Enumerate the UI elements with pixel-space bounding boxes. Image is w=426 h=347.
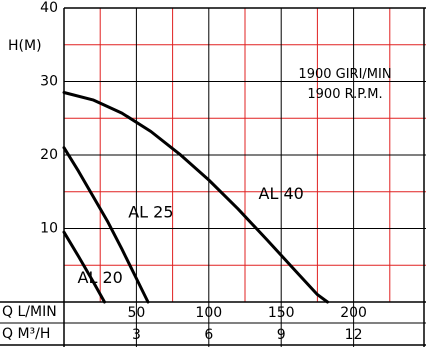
- speed-annotation-en: 1900 R.P.M.: [307, 87, 382, 102]
- curve-al-25: [62, 146, 150, 304]
- curve-al-20: [62, 230, 106, 304]
- y-tick-label: 30: [40, 74, 58, 90]
- x-tick-label: 150: [268, 305, 295, 321]
- x-tick-label: 50: [127, 305, 145, 321]
- curve-al-40: [62, 91, 329, 304]
- performance-curves: [62, 91, 329, 304]
- x2-tick-label: 3: [132, 327, 141, 343]
- x2-tick-label: 6: [204, 327, 213, 343]
- x2-tick-label: 12: [345, 327, 363, 343]
- x-tick-label: 200: [340, 305, 367, 321]
- x-axis-label-secondary: Q M³/H: [2, 326, 50, 342]
- curve-label-al-20: AL 20: [78, 268, 123, 287]
- x-axis-label-primary: Q L/MIN: [2, 304, 57, 320]
- y-tick-label: 20: [40, 147, 58, 163]
- curve-label-al-25: AL 25: [128, 202, 173, 221]
- chart-labels: 10 20 30 40 50 100 150 200 3 6 9 12 AL 40 AL 25 AL 20: [40, 0, 367, 343]
- y-axis-label: H(M): [8, 38, 42, 54]
- y-tick-label: 40: [40, 0, 58, 16]
- curve-label-al-40: AL 40: [259, 184, 304, 203]
- black-grid: [0, 7, 426, 347]
- y-tick-label: 10: [40, 221, 58, 237]
- x2-tick-label: 9: [277, 327, 286, 343]
- x-tick-label: 100: [195, 305, 222, 321]
- speed-annotation-it: 1900 GIRI/MIN: [298, 67, 391, 82]
